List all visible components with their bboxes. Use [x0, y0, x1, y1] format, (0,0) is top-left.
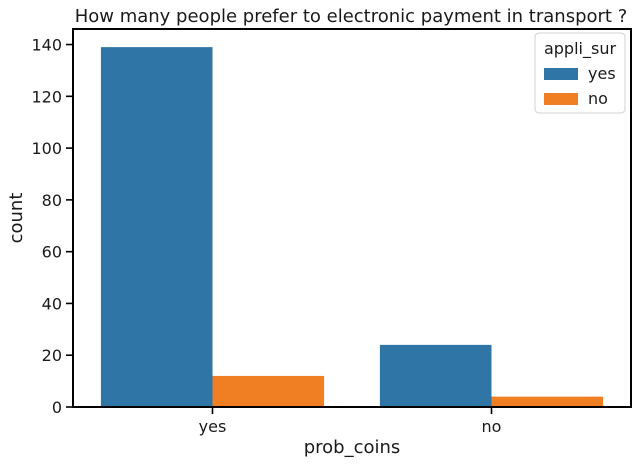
y-tick-label: 20	[42, 346, 62, 365]
y-tick-label: 60	[42, 243, 62, 262]
y-tick-label: 140	[31, 36, 62, 55]
chart-title: How many people prefer to electronic pay…	[75, 6, 628, 27]
legend-swatch-yes	[544, 68, 578, 80]
bar-yes-no	[212, 375, 325, 407]
bar-no-no	[491, 396, 604, 407]
legend-label-no: no	[588, 89, 608, 108]
x-tick-label: no	[482, 417, 502, 436]
legend-swatch-no	[544, 93, 578, 105]
x-tick-label: yes	[199, 417, 227, 436]
plot-area: 0 20 40 60 80 100 120 140 yes no	[31, 28, 632, 436]
y-tick-label: 40	[42, 294, 62, 313]
y-axis-label: count	[6, 193, 27, 244]
plot-frame	[72, 28, 632, 408]
y-tick-label: 0	[52, 398, 62, 417]
bar-yes-yes	[100, 47, 213, 407]
x-axis-label: prob_coins	[304, 437, 401, 458]
bar-no-yes	[379, 344, 492, 407]
legend-title: appli_sur	[544, 39, 616, 59]
y-tick-label: 100	[31, 139, 62, 158]
y-tick-label: 80	[42, 191, 62, 210]
legend-label-yes: yes	[588, 64, 616, 83]
y-tick-label: 120	[31, 87, 62, 106]
